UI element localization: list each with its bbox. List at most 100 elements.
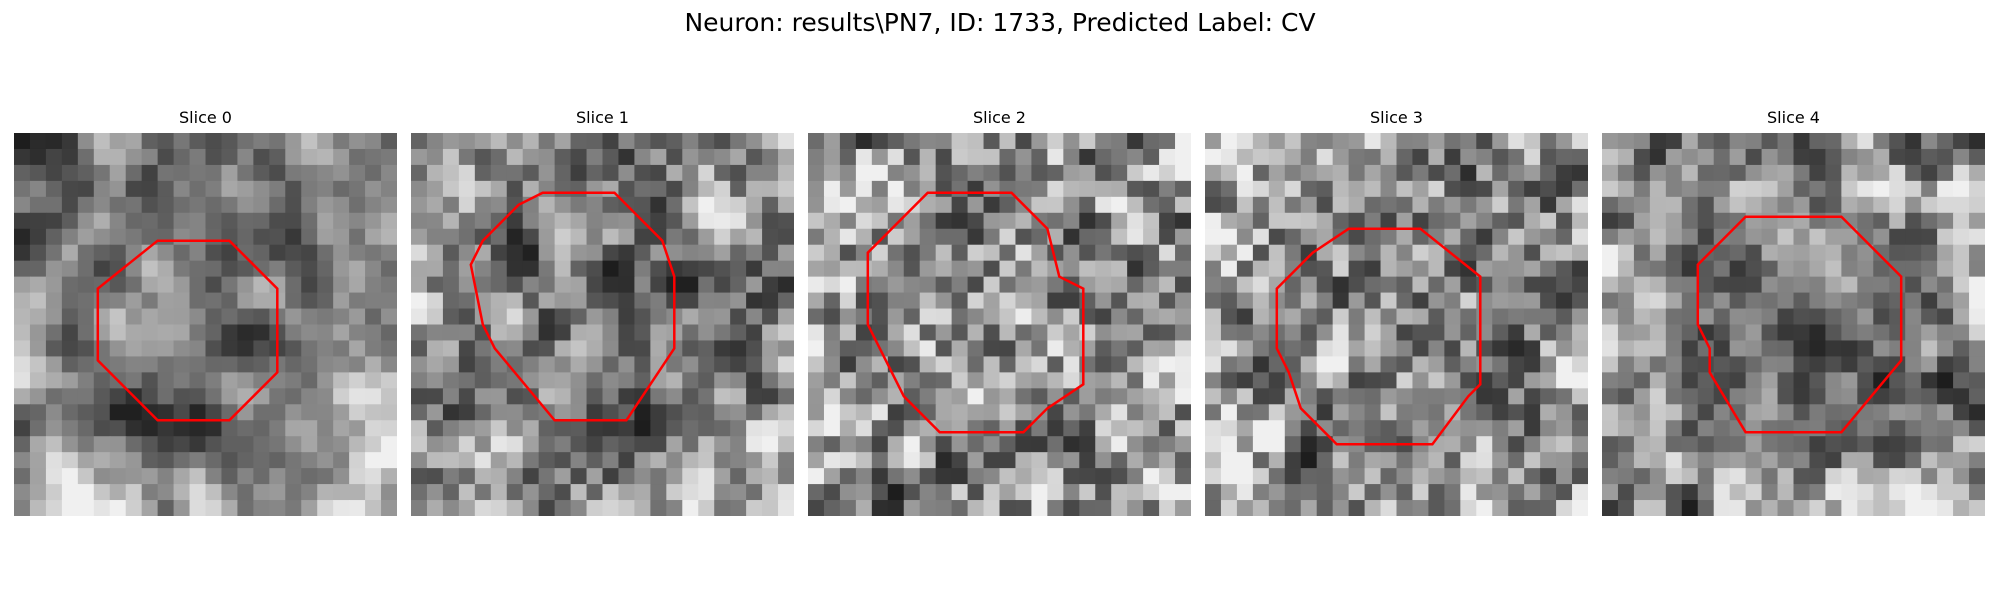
pixel-cell: [173, 388, 191, 405]
pixel-cell: [237, 452, 254, 469]
pixel-cell: [1953, 468, 1970, 485]
pixel-cell: [1444, 180, 1461, 198]
pixel-cell: [1015, 436, 1033, 453]
pixel-cell: [1841, 133, 1858, 150]
pixel-cell: [458, 388, 476, 405]
pixel-cell: [1761, 324, 1779, 342]
pixel-cell: [1220, 276, 1238, 294]
pixel-cell: [1047, 356, 1064, 373]
pixel-cell: [871, 500, 889, 516]
pixel-cell: [903, 196, 921, 214]
pixel-cell: [442, 436, 460, 453]
pixel-cell: [1921, 244, 1938, 262]
pixel-cell: [1889, 500, 1906, 516]
pixel-cell: [458, 500, 476, 516]
pixel-cell: [1380, 324, 1398, 342]
pixel-cell: [173, 164, 191, 182]
pixel-cell: [1111, 372, 1128, 389]
pixel-cell: [29, 356, 47, 373]
pixel-cell: [1236, 500, 1254, 516]
pixel-cell: [1873, 404, 1890, 421]
pixel-cell: [1380, 148, 1398, 166]
pixel-cell: [999, 452, 1017, 469]
pixel-cell: [666, 228, 683, 246]
pixel-cell: [173, 133, 191, 150]
pixel-cell: [157, 180, 175, 198]
pixel-cell: [458, 308, 476, 326]
pixel-cell: [1175, 388, 1191, 405]
pixel-cell: [1777, 452, 1795, 469]
pixel-cell: [1729, 196, 1747, 214]
pixel-cell: [602, 133, 620, 150]
pixel-cell: [730, 196, 747, 214]
pixel-cell: [1095, 228, 1112, 246]
pixel-cell: [442, 196, 460, 214]
pixel-cell: [714, 292, 731, 310]
pixel-cell: [189, 388, 207, 405]
pixel-cell: [746, 228, 763, 246]
pixel-cell: [1220, 292, 1238, 310]
pixel-cell: [1681, 436, 1699, 453]
pixel-cell: [1953, 260, 1970, 278]
pixel-cell: [1665, 244, 1683, 262]
pixel-cell: [1889, 420, 1906, 437]
pixel-cell: [618, 452, 636, 469]
pixel-cell: [983, 196, 1001, 214]
pixel-cell: [1460, 372, 1477, 389]
pixel-cell: [522, 324, 540, 342]
pixel-cell: [269, 388, 286, 405]
pixel-cell: [381, 244, 397, 262]
pixel-cell: [365, 164, 382, 182]
pixel-cell: [93, 228, 111, 246]
pixel-cell: [1460, 308, 1477, 326]
pixel-cell: [1428, 180, 1445, 198]
pixel-cell: [618, 260, 636, 278]
pixel-cell: [1745, 388, 1763, 405]
pixel-cell: [1729, 308, 1747, 326]
pixel-cell: [1268, 196, 1286, 214]
pixel-cell: [189, 484, 207, 501]
pixel-cell: [698, 148, 715, 166]
pixel-cell: [1159, 452, 1176, 469]
pixel-cell: [442, 468, 460, 485]
pixel-cell: [1857, 196, 1874, 214]
pixel-cell: [490, 260, 508, 278]
pixel-cell: [1460, 180, 1477, 198]
pixel-cell: [839, 388, 857, 405]
pixel-cell: [109, 196, 127, 214]
pixel-cell: [1047, 468, 1064, 485]
pixel-cell: [1508, 388, 1525, 405]
pixel-cell: [45, 452, 63, 469]
pixel-cell: [1508, 276, 1525, 294]
pixel-cell: [1300, 180, 1318, 198]
pixel-cell: [506, 340, 524, 358]
pixel-cell: [61, 356, 79, 373]
pixel-cell: [522, 260, 540, 278]
pixel-cell: [426, 260, 444, 278]
pixel-cell: [1697, 212, 1715, 230]
pixel-cell: [1316, 164, 1334, 182]
pixel-cell: [919, 228, 937, 246]
pixel-cell: [458, 420, 476, 437]
pixel-cell: [1047, 340, 1064, 358]
pixel-cell: [1095, 164, 1112, 182]
pixel-cell: [1348, 260, 1366, 278]
pixel-cell: [1633, 452, 1651, 469]
pixel-cell: [1777, 133, 1795, 150]
pixel-cell: [1396, 420, 1414, 437]
pixel-cell: [1015, 468, 1033, 485]
pixel-cell: [839, 484, 857, 501]
pixel-cell: [1969, 276, 1985, 294]
pixel-cell: [855, 388, 873, 405]
pixel-cell: [317, 133, 334, 150]
pixel-cell: [570, 212, 588, 230]
pixel-cell: [1556, 244, 1573, 262]
pixel-cell: [1143, 372, 1160, 389]
pixel-cell: [919, 484, 937, 501]
pixel-cell: [317, 372, 334, 389]
pixel-cell: [871, 148, 889, 166]
pixel-cell: [839, 228, 857, 246]
pixel-cell: [14, 340, 31, 358]
pixel-cell: [554, 308, 572, 326]
pixel-cell: [935, 340, 953, 358]
